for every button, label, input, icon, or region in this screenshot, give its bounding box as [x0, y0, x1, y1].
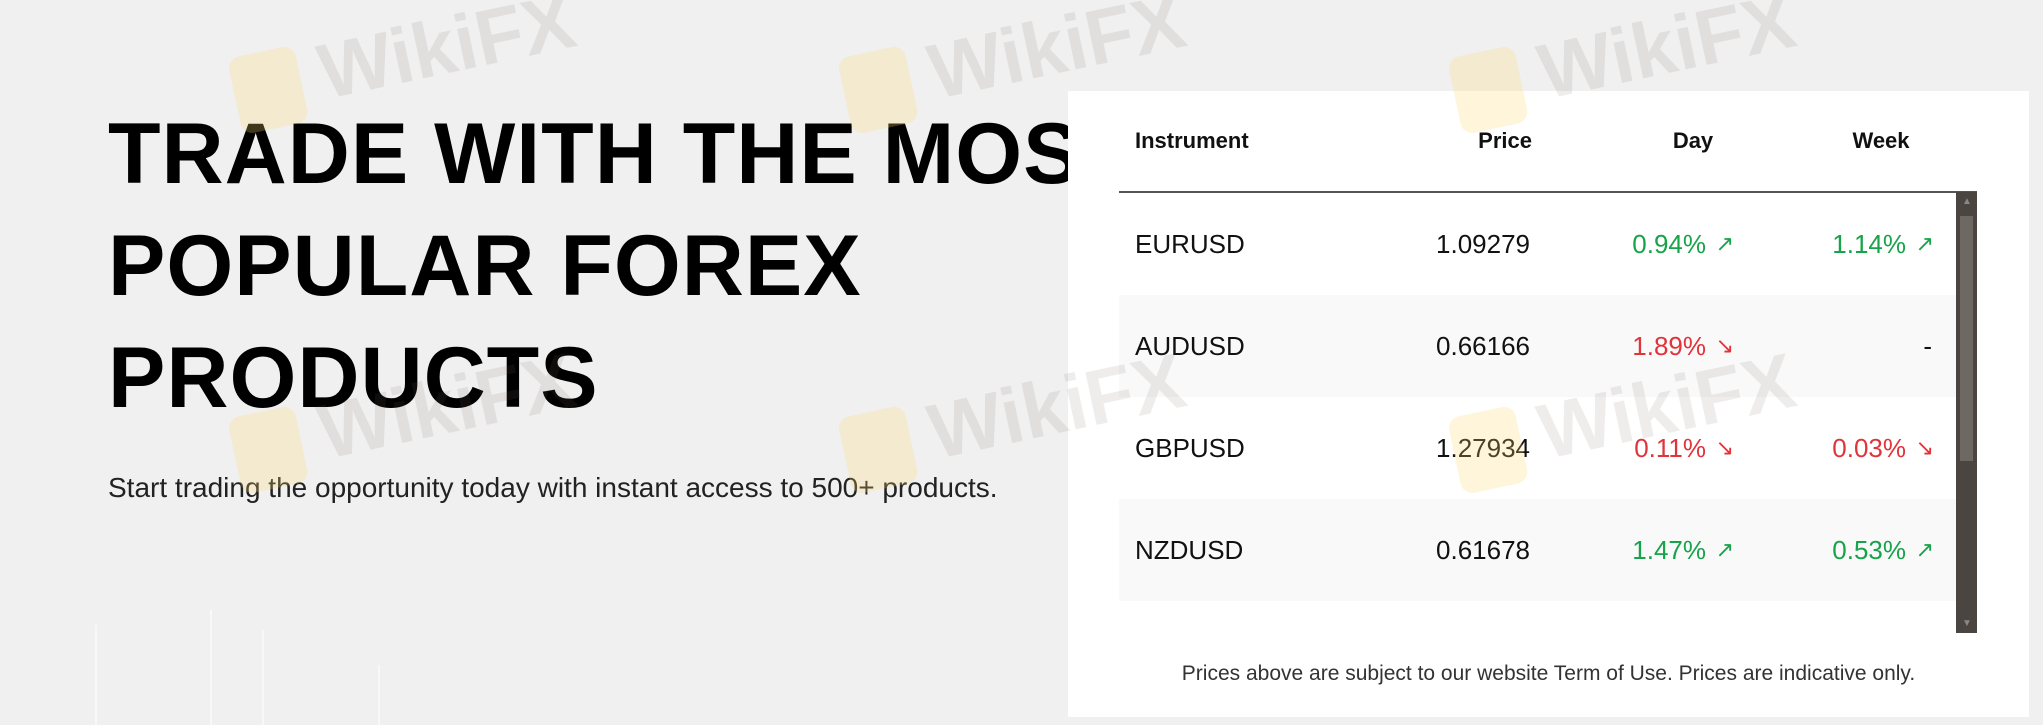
instrument-name: EURUSD [1135, 229, 1245, 259]
table-row[interactable]: EURUSD 1.09279 0.94% ↗ 1.14% ↗ [1119, 193, 1956, 295]
day-change: 0.94% [1632, 229, 1706, 259]
week-change: 0.03% [1832, 433, 1906, 463]
arrow-up-right-icon: ↗ [1715, 537, 1734, 562]
hero-title-line: PRODUCTS [108, 330, 599, 426]
instrument-name: GBPUSD [1135, 433, 1245, 463]
header-divider [1119, 191, 1977, 193]
arrow-down-right-icon: ↘ [1915, 435, 1934, 460]
week-change: 0.53% [1832, 535, 1906, 565]
header-instrument[interactable]: Instrument [1135, 128, 1249, 153]
hero-title-line: POPULAR FOREX [108, 218, 862, 314]
header-day[interactable]: Day [1672, 128, 1714, 153]
scroll-up-icon[interactable]: ▲ [1962, 196, 1972, 207]
table-row[interactable]: AUDUSD 0.66166 1.89% ↘ - [1119, 295, 1956, 397]
arrow-up-right-icon: ↗ [1915, 537, 1934, 562]
week-change: - [1923, 331, 1932, 361]
scrollbar-thumb[interactable] [1960, 216, 1973, 461]
day-change: 1.89% [1632, 331, 1706, 361]
arrow-down-right-icon: ↘ [1715, 333, 1734, 358]
week-change: 1.14% [1832, 229, 1906, 259]
arrow-up-right-icon: ↗ [1915, 231, 1934, 256]
day-change: 0.11% [1634, 433, 1706, 463]
price-value: 1.27934 [1436, 433, 1530, 463]
scroll-down-icon[interactable]: ▼ [1962, 618, 1972, 629]
hero-title-line: TRADE WITH THE MOST [108, 106, 1136, 202]
instrument-name: AUDUSD [1135, 331, 1245, 361]
price-value: 0.61678 [1436, 535, 1530, 565]
table-row[interactable]: GBPUSD 1.27934 0.11% ↘ 0.03% ↘ [1119, 397, 1956, 499]
hero-subtitle: Start trading the opportunity today with… [108, 472, 998, 503]
header-week[interactable]: Week [1852, 128, 1910, 153]
table-row[interactable]: NZDUSD 0.61678 1.47% ↗ 0.53% ↗ [1119, 499, 1956, 601]
deco-line [262, 630, 264, 725]
arrow-down-right-icon: ↘ [1715, 435, 1734, 460]
instrument-name: NZDUSD [1135, 535, 1244, 565]
header-price[interactable]: Price [1478, 128, 1532, 153]
day-change: 1.47% [1632, 535, 1706, 565]
deco-line [210, 610, 212, 725]
scrollbar[interactable]: ▲ ▼ [1956, 192, 1977, 633]
hero-title: TRADE WITH THE MOST POPULAR FOREX PRODUC… [108, 98, 1135, 434]
arrow-up-right-icon: ↗ [1715, 231, 1734, 256]
price-value: 0.66166 [1436, 331, 1530, 361]
price-value: 1.09279 [1436, 229, 1530, 259]
deco-line [95, 625, 97, 725]
deco-line [378, 665, 380, 725]
disclaimer: Prices above are subject to our website … [1181, 662, 1916, 685]
prices-card [1068, 91, 2029, 717]
